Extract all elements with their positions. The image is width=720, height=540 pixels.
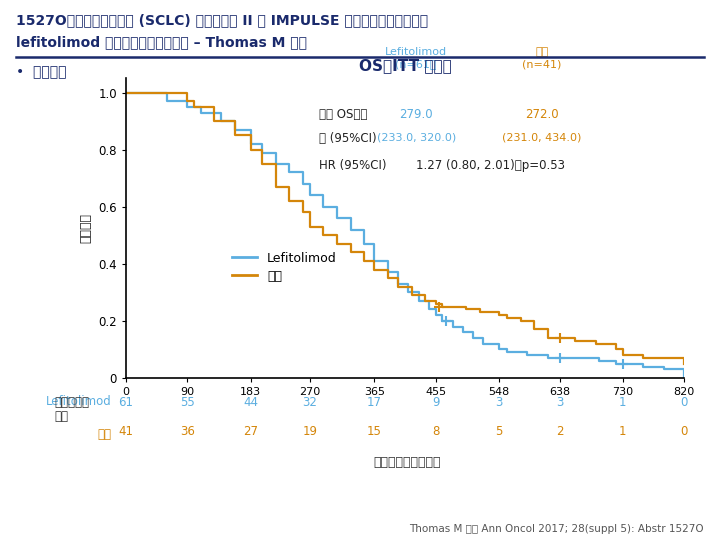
Text: 对照
(n=41): 对照 (n=41)	[522, 47, 562, 69]
Text: 27: 27	[243, 426, 258, 438]
Text: 至事件的时间，天数: 至事件的时间，天数	[373, 456, 441, 469]
Text: 数 (95%CI): 数 (95%CI)	[318, 132, 376, 145]
Y-axis label: 总生存期: 总生存期	[80, 213, 93, 243]
Text: HR (95%CI): HR (95%CI)	[318, 159, 386, 172]
Text: 15: 15	[367, 426, 382, 438]
Text: 1.27 (0.80, 2.01)；p=0.53: 1.27 (0.80, 2.01)；p=0.53	[416, 159, 565, 172]
Text: 对照: 对照	[98, 428, 112, 441]
Text: 9: 9	[432, 395, 439, 409]
Text: 1: 1	[619, 395, 626, 409]
Text: 36: 36	[180, 426, 194, 438]
Text: 272.0: 272.0	[525, 108, 559, 122]
Text: 0: 0	[680, 426, 688, 438]
Text: 3: 3	[495, 395, 503, 409]
Text: 3: 3	[557, 395, 564, 409]
Text: 2: 2	[557, 426, 564, 438]
Text: 1527O：来自小细胞肺癌 (SCLC) 中随机分配 II 期 IMPULSE 研究的一线数据：采用: 1527O：来自小细胞肺癌 (SCLC) 中随机分配 II 期 IMPULSE …	[16, 14, 428, 28]
Text: Lefitolimod: Lefitolimod	[46, 395, 112, 408]
Text: 17: 17	[367, 395, 382, 409]
Title: OS（ITT 人群）: OS（ITT 人群）	[359, 58, 451, 73]
Text: 人数: 人数	[54, 410, 68, 423]
Text: •  关键结果: • 关键结果	[16, 65, 66, 79]
Text: 面临风险的: 面临风险的	[54, 396, 89, 409]
Text: 中位 OS，天: 中位 OS，天	[318, 108, 367, 122]
Text: lefitolimod 的免疫治疗性维持治疗 – Thomas M 等人: lefitolimod 的免疫治疗性维持治疗 – Thomas M 等人	[16, 35, 307, 49]
Text: 19: 19	[302, 426, 318, 438]
Text: 1: 1	[619, 426, 626, 438]
Text: (233.0, 320.0): (233.0, 320.0)	[377, 132, 456, 142]
Text: Lefitolimod
(n=61）: Lefitolimod (n=61）	[385, 47, 447, 69]
Text: 32: 32	[302, 395, 318, 409]
Text: Thomas M 等人 Ann Oncol 2017; 28(suppl 5): Abstr 1527O: Thomas M 等人 Ann Oncol 2017; 28(suppl 5):…	[410, 523, 704, 534]
Text: 279.0: 279.0	[400, 108, 433, 122]
Text: (231.0, 434.0): (231.0, 434.0)	[502, 132, 581, 142]
Text: 0: 0	[680, 395, 688, 409]
Text: 41: 41	[119, 426, 133, 438]
Text: 44: 44	[243, 395, 258, 409]
Text: 5: 5	[495, 426, 503, 438]
Text: 8: 8	[432, 426, 439, 438]
Text: 55: 55	[180, 395, 194, 409]
Legend: Lefitolimod, 对照: Lefitolimod, 对照	[227, 247, 342, 288]
Text: 61: 61	[119, 395, 133, 409]
